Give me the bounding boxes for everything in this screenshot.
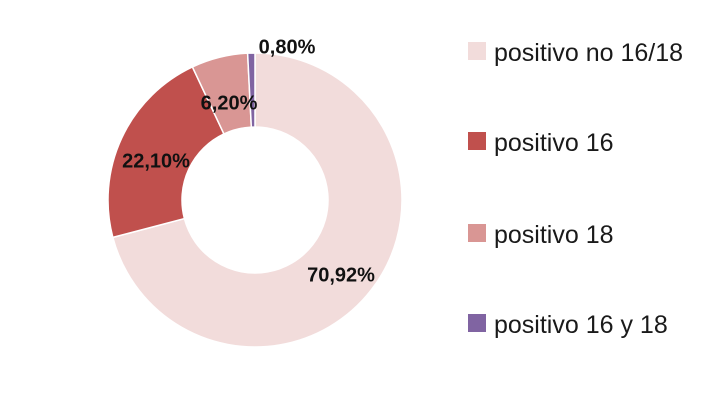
donut-slice-positivo-16 [107, 65, 225, 239]
legend-swatch [468, 224, 486, 242]
data-label: 6,20% [201, 92, 258, 114]
legend-swatch [468, 132, 486, 150]
donut-slice-positivo-no-16-18 [111, 52, 403, 348]
data-label: 70,92% [307, 264, 375, 286]
legend-item-positivo-no-16-18: positivo no 16/18 [468, 36, 684, 70]
donut-slice-positivo-16-y-18 [246, 52, 256, 128]
legend-swatch [468, 314, 486, 332]
data-label: 22,10% [122, 150, 190, 172]
legend: positivo no 16/18 positivo 16 positivo 1… [468, 0, 698, 403]
legend-label: positivo no 16/18 [494, 39, 684, 67]
legend-item-positivo-18: positivo 18 [468, 218, 684, 252]
data-label: 0,80% [259, 36, 316, 58]
legend-label: positivo 18 [494, 221, 614, 249]
legend-swatch [468, 42, 486, 60]
legend-label: positivo 16 [494, 129, 614, 157]
legend-item-positivo-16: positivo 16 [468, 126, 684, 160]
legend-label: positivo 16 y 18 [494, 311, 668, 339]
donut-slices [107, 52, 403, 348]
legend-item-positivo-16-y-18: positivo 16 y 18 [468, 308, 684, 342]
data-labels: 70,92% 22,10% 6,20% 0,80% [122, 36, 375, 286]
